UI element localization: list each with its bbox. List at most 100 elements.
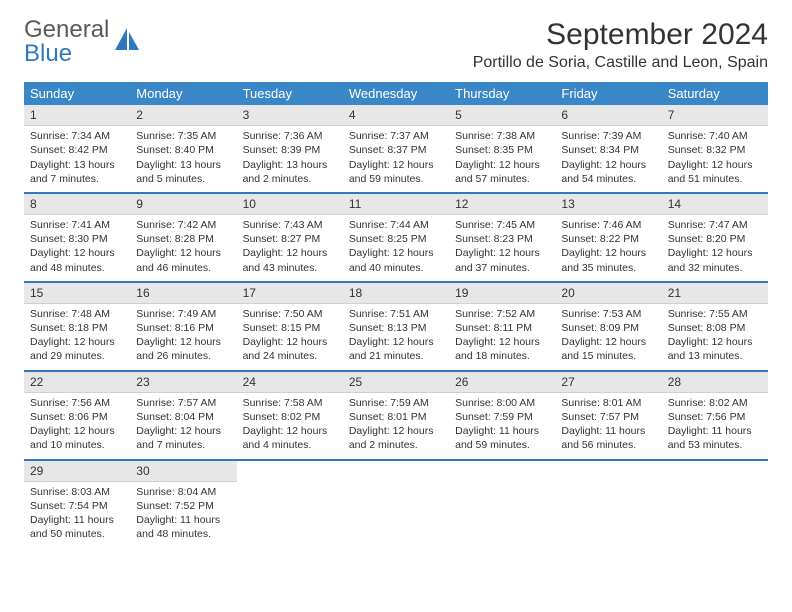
daylight: Daylight: 11 hours and 59 minutes. [455, 424, 549, 452]
week-row: 8Sunrise: 7:41 AMSunset: 8:30 PMDaylight… [24, 193, 768, 282]
day-cell: 19Sunrise: 7:52 AMSunset: 8:11 PMDayligh… [449, 282, 555, 371]
day-cell: 4Sunrise: 7:37 AMSunset: 8:37 PMDaylight… [343, 105, 449, 193]
sunset: Sunset: 7:59 PM [455, 410, 549, 424]
sail-icon [113, 26, 143, 59]
day-body: Sunrise: 7:39 AMSunset: 8:34 PMDaylight:… [555, 126, 661, 192]
sunrise: Sunrise: 7:49 AM [136, 307, 230, 321]
day-cell: .. [449, 460, 555, 548]
day-cell: 15Sunrise: 7:48 AMSunset: 8:18 PMDayligh… [24, 282, 130, 371]
day-body: Sunrise: 7:36 AMSunset: 8:39 PMDaylight:… [237, 126, 343, 192]
day-cell: 22Sunrise: 7:56 AMSunset: 8:06 PMDayligh… [24, 371, 130, 460]
daylight: Daylight: 13 hours and 5 minutes. [136, 158, 230, 186]
daylight: Daylight: 12 hours and 21 minutes. [349, 335, 443, 363]
sunset: Sunset: 7:57 PM [561, 410, 655, 424]
calendar-table: Sunday Monday Tuesday Wednesday Thursday… [24, 82, 768, 547]
daylight: Daylight: 12 hours and 24 minutes. [243, 335, 337, 363]
daylight: Daylight: 12 hours and 13 minutes. [668, 335, 762, 363]
col-wednesday: Wednesday [343, 82, 449, 105]
day-cell: 30Sunrise: 8:04 AMSunset: 7:52 PMDayligh… [130, 460, 236, 548]
sunset: Sunset: 8:01 PM [349, 410, 443, 424]
day-cell: 27Sunrise: 8:01 AMSunset: 7:57 PMDayligh… [555, 371, 661, 460]
daylight: Daylight: 12 hours and 7 minutes. [136, 424, 230, 452]
sunrise: Sunrise: 8:01 AM [561, 396, 655, 410]
daylight: Daylight: 12 hours and 26 minutes. [136, 335, 230, 363]
sunrise: Sunrise: 8:02 AM [668, 396, 762, 410]
sunset: Sunset: 8:20 PM [668, 232, 762, 246]
month-title: September 2024 [473, 18, 768, 52]
sunrise: Sunrise: 7:46 AM [561, 218, 655, 232]
day-body: Sunrise: 8:00 AMSunset: 7:59 PMDaylight:… [449, 393, 555, 459]
daylight: Daylight: 12 hours and 48 minutes. [30, 246, 124, 274]
sunrise: Sunrise: 8:03 AM [30, 485, 124, 499]
day-number: 28 [662, 372, 768, 393]
day-cell: 9Sunrise: 7:42 AMSunset: 8:28 PMDaylight… [130, 193, 236, 282]
day-number: 30 [130, 461, 236, 482]
sunset: Sunset: 8:34 PM [561, 143, 655, 157]
day-cell: 24Sunrise: 7:58 AMSunset: 8:02 PMDayligh… [237, 371, 343, 460]
day-body: Sunrise: 7:37 AMSunset: 8:37 PMDaylight:… [343, 126, 449, 192]
day-body: Sunrise: 7:53 AMSunset: 8:09 PMDaylight:… [555, 304, 661, 370]
sunrise: Sunrise: 7:35 AM [136, 129, 230, 143]
day-cell: 8Sunrise: 7:41 AMSunset: 8:30 PMDaylight… [24, 193, 130, 282]
day-body: Sunrise: 7:51 AMSunset: 8:13 PMDaylight:… [343, 304, 449, 370]
day-number: 14 [662, 194, 768, 215]
day-body: Sunrise: 7:40 AMSunset: 8:32 PMDaylight:… [662, 126, 768, 192]
sunset: Sunset: 8:04 PM [136, 410, 230, 424]
col-friday: Friday [555, 82, 661, 105]
day-cell: 12Sunrise: 7:45 AMSunset: 8:23 PMDayligh… [449, 193, 555, 282]
sunrise: Sunrise: 7:59 AM [349, 396, 443, 410]
day-body: Sunrise: 7:42 AMSunset: 8:28 PMDaylight:… [130, 215, 236, 281]
day-body: Sunrise: 7:49 AMSunset: 8:16 PMDaylight:… [130, 304, 236, 370]
day-number: 10 [237, 194, 343, 215]
day-cell: 18Sunrise: 7:51 AMSunset: 8:13 PMDayligh… [343, 282, 449, 371]
sunrise: Sunrise: 8:04 AM [136, 485, 230, 499]
day-number: 3 [237, 105, 343, 126]
day-number: 19 [449, 283, 555, 304]
day-body: Sunrise: 7:59 AMSunset: 8:01 PMDaylight:… [343, 393, 449, 459]
daylight: Daylight: 12 hours and 10 minutes. [30, 424, 124, 452]
calendar-body: 1Sunrise: 7:34 AMSunset: 8:42 PMDaylight… [24, 105, 768, 547]
day-body: Sunrise: 7:46 AMSunset: 8:22 PMDaylight:… [555, 215, 661, 281]
day-number: 13 [555, 194, 661, 215]
sunset: Sunset: 8:25 PM [349, 232, 443, 246]
sunset: Sunset: 8:35 PM [455, 143, 549, 157]
day-cell: 29Sunrise: 8:03 AMSunset: 7:54 PMDayligh… [24, 460, 130, 548]
sunset: Sunset: 8:08 PM [668, 321, 762, 335]
sunrise: Sunrise: 7:40 AM [668, 129, 762, 143]
day-body: Sunrise: 7:48 AMSunset: 8:18 PMDaylight:… [24, 304, 130, 370]
day-cell: 13Sunrise: 7:46 AMSunset: 8:22 PMDayligh… [555, 193, 661, 282]
daylight: Daylight: 12 hours and 37 minutes. [455, 246, 549, 274]
daylight: Daylight: 11 hours and 48 minutes. [136, 513, 230, 541]
day-cell: .. [662, 460, 768, 548]
sunset: Sunset: 8:42 PM [30, 143, 124, 157]
brand-name-1: General [24, 16, 109, 43]
day-number: 6 [555, 105, 661, 126]
sunset: Sunset: 7:56 PM [668, 410, 762, 424]
day-cell: 6Sunrise: 7:39 AMSunset: 8:34 PMDaylight… [555, 105, 661, 193]
sunset: Sunset: 8:32 PM [668, 143, 762, 157]
day-cell: 25Sunrise: 7:59 AMSunset: 8:01 PMDayligh… [343, 371, 449, 460]
sunrise: Sunrise: 7:45 AM [455, 218, 549, 232]
day-number: 18 [343, 283, 449, 304]
day-cell: 26Sunrise: 8:00 AMSunset: 7:59 PMDayligh… [449, 371, 555, 460]
daylight: Daylight: 12 hours and 35 minutes. [561, 246, 655, 274]
header: General Blue September 2024 Portillo de … [24, 18, 768, 72]
day-cell: 20Sunrise: 7:53 AMSunset: 8:09 PMDayligh… [555, 282, 661, 371]
day-number: 5 [449, 105, 555, 126]
day-number: 24 [237, 372, 343, 393]
sunrise: Sunrise: 7:34 AM [30, 129, 124, 143]
sunrise: Sunrise: 7:48 AM [30, 307, 124, 321]
day-body: Sunrise: 7:58 AMSunset: 8:02 PMDaylight:… [237, 393, 343, 459]
day-body: Sunrise: 7:45 AMSunset: 8:23 PMDaylight:… [449, 215, 555, 281]
sunrise: Sunrise: 7:43 AM [243, 218, 337, 232]
day-number: 26 [449, 372, 555, 393]
day-number: 25 [343, 372, 449, 393]
day-cell: 3Sunrise: 7:36 AMSunset: 8:39 PMDaylight… [237, 105, 343, 193]
day-cell: 2Sunrise: 7:35 AMSunset: 8:40 PMDaylight… [130, 105, 236, 193]
day-cell: 28Sunrise: 8:02 AMSunset: 7:56 PMDayligh… [662, 371, 768, 460]
day-cell: 11Sunrise: 7:44 AMSunset: 8:25 PMDayligh… [343, 193, 449, 282]
day-cell: 5Sunrise: 7:38 AMSunset: 8:35 PMDaylight… [449, 105, 555, 193]
sunrise: Sunrise: 7:47 AM [668, 218, 762, 232]
sunset: Sunset: 8:16 PM [136, 321, 230, 335]
day-number: 21 [662, 283, 768, 304]
